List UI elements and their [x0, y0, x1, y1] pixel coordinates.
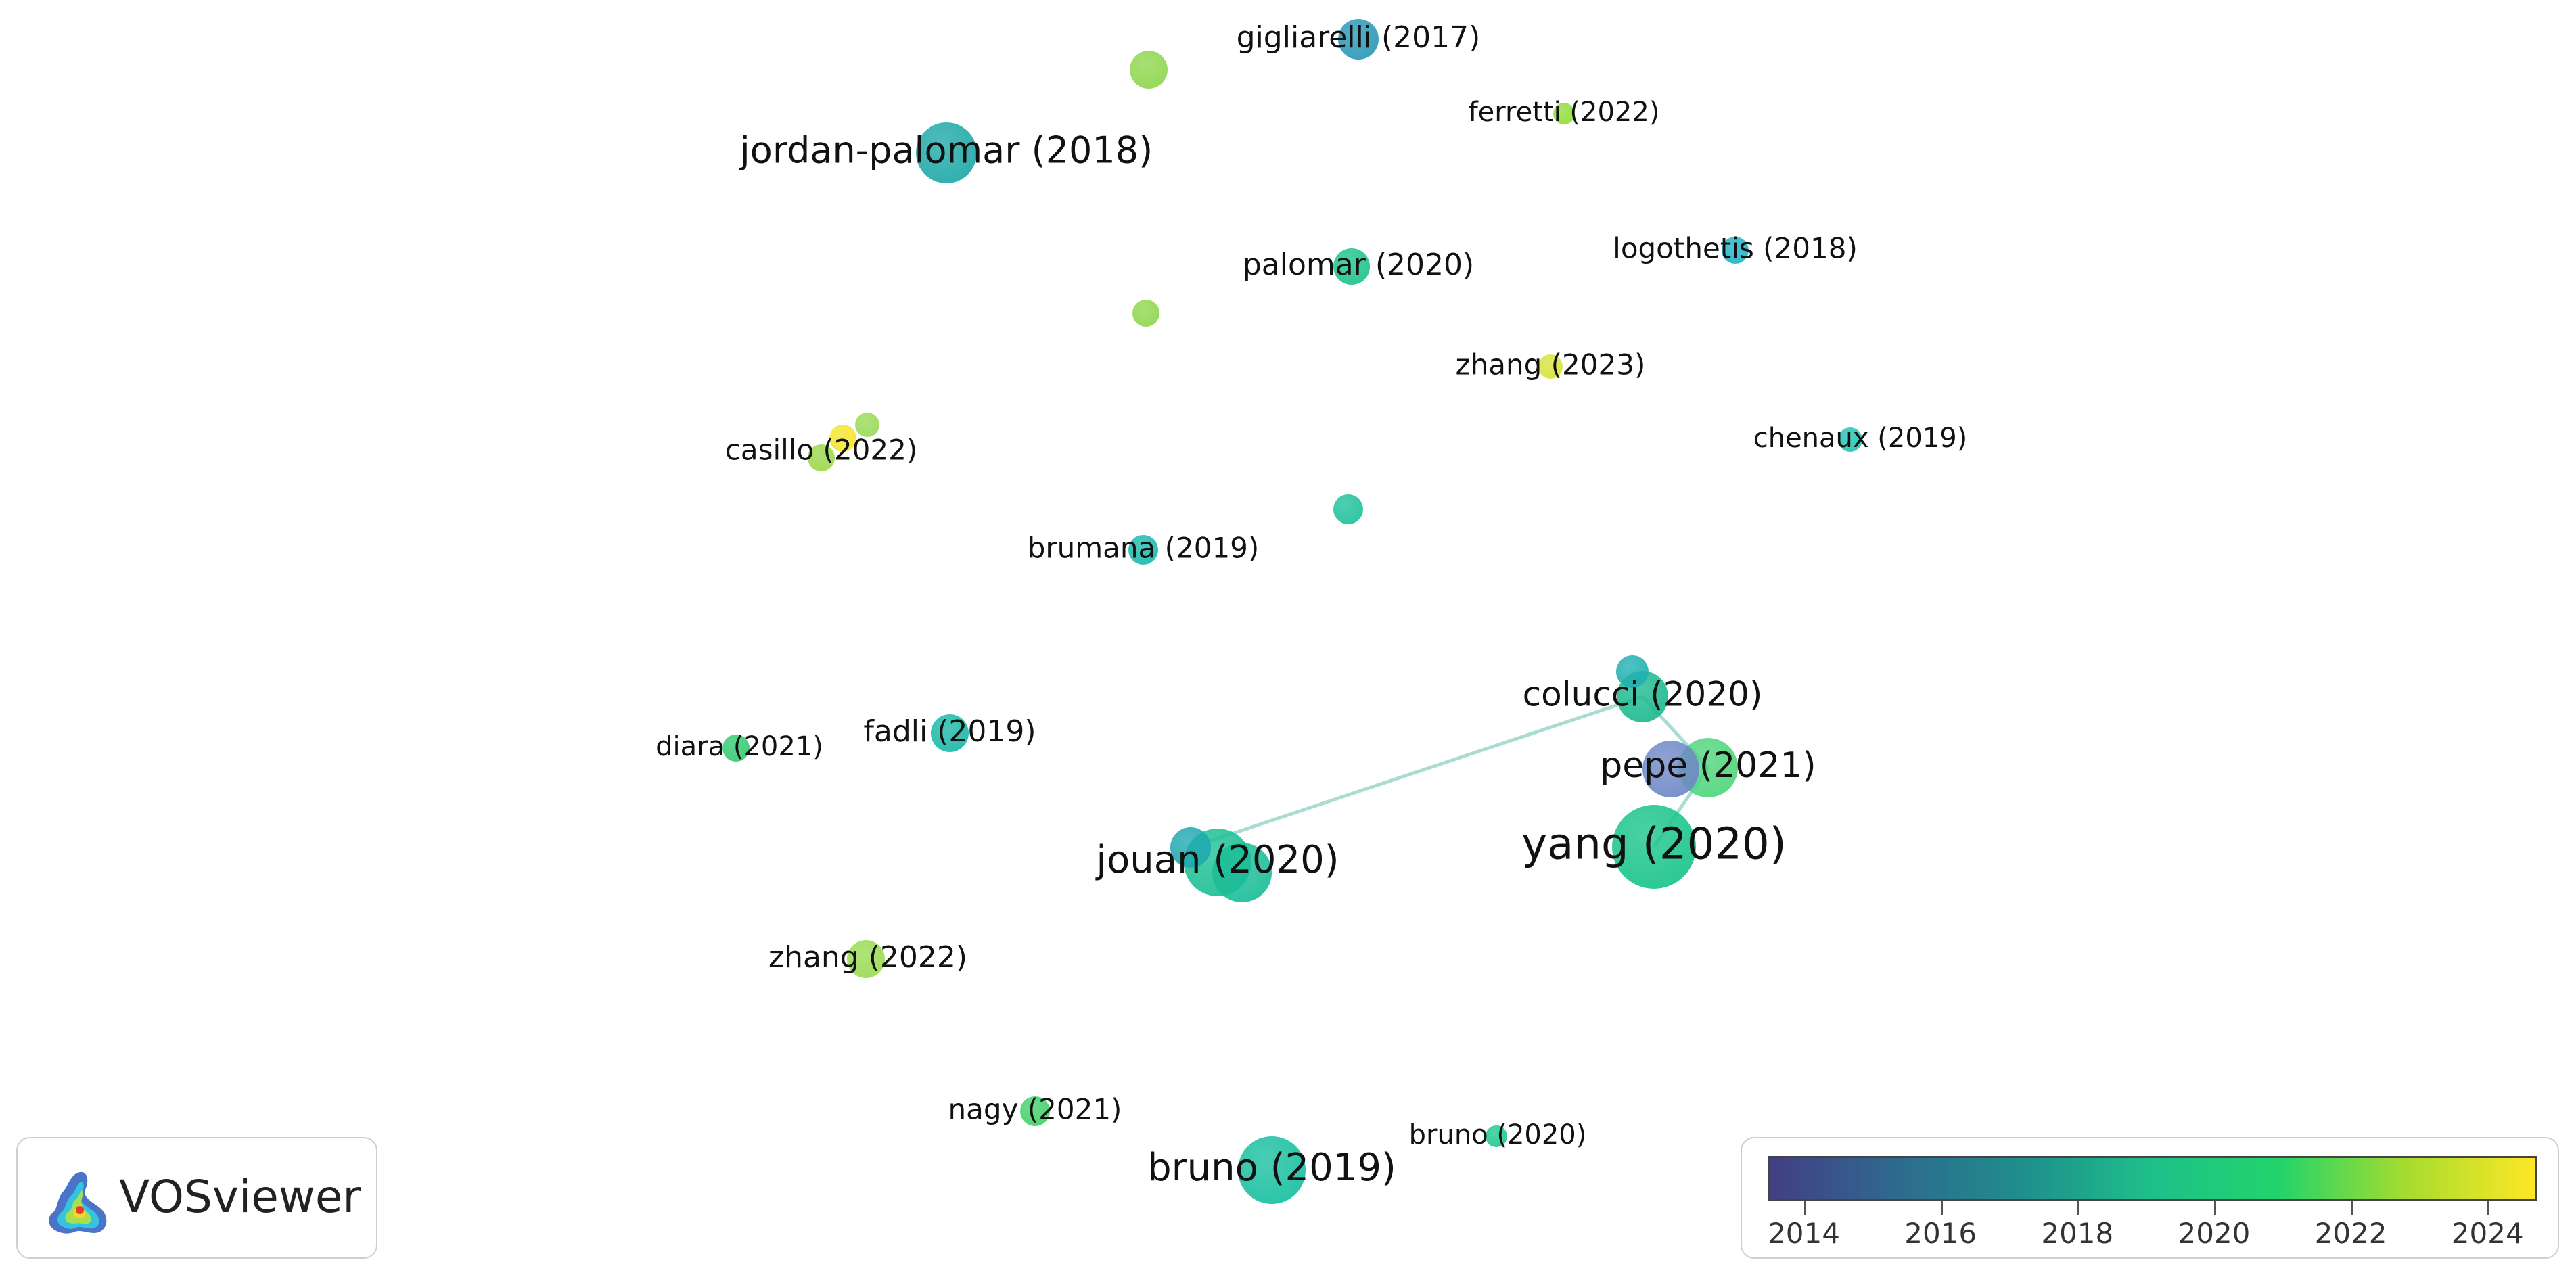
node-circle-bruno-2019[interactable] [1238, 1136, 1306, 1204]
node-label-diara-2021[interactable]: diara (2021) [656, 731, 823, 762]
node-circle-unlabeled-8[interactable] [1616, 655, 1649, 688]
node-circle-zhang-2023[interactable] [1538, 354, 1563, 379]
node-circle-unlabeled-5[interactable] [855, 413, 879, 437]
vosviewer-brand: VOSviewer [16, 1137, 377, 1259]
node-label-zhang-2022[interactable]: zhang (2022) [768, 940, 967, 975]
node-circle-brumana-2019[interactable] [1128, 535, 1158, 565]
node-label-pepe-2021[interactable]: pepe (2021) [1600, 745, 1816, 786]
node-circle-gigliarelli-2017[interactable] [1338, 19, 1379, 60]
legend-tick-mark [2077, 1201, 2079, 1215]
node-circle-logothetis-2018[interactable] [1722, 237, 1749, 264]
legend-tick-mark [2351, 1201, 2353, 1215]
node-label-bruno-2020[interactable]: bruno (2020) [1409, 1119, 1587, 1150]
labels-layer: jordan-palomar (2018) gigliarelli (2017) f… [656, 20, 1967, 1190]
legend-tick-label-2014: 2014 [1768, 1217, 1840, 1250]
node-circle-palomar-2020[interactable] [1333, 248, 1370, 285]
node-label-nagy-2021[interactable]: nagy (2021) [948, 1093, 1122, 1126]
node-circle-ferretti-2022[interactable] [1553, 103, 1575, 124]
node-label-zhang-2023[interactable]: zhang (2023) [1456, 348, 1646, 381]
node-label-bruno-2019[interactable]: bruno (2019) [1147, 1146, 1396, 1190]
vosviewer-logo-icon [49, 1171, 107, 1234]
vosviewer-brand-text: VOSviewer [119, 1171, 361, 1223]
legend-tick-label-2018: 2018 [2041, 1217, 2114, 1250]
legend-gradient-bar [1768, 1156, 2537, 1201]
node-circle-bruno-2020[interactable] [1486, 1125, 1507, 1147]
node-label-ferretti-2022[interactable]: ferretti (2022) [1469, 97, 1660, 128]
node-label-colucci-2020[interactable]: colucci (2020) [1523, 675, 1763, 714]
node-circle-unlabeled-9[interactable] [1212, 843, 1272, 902]
legend-tick-label-2024: 2024 [2451, 1217, 2524, 1250]
legend-tick-label-2016: 2016 [1904, 1217, 1977, 1250]
node-circle-unlabeled-6[interactable] [1642, 741, 1699, 797]
node-label-casillo-2022[interactable]: casillo (2022) [725, 434, 917, 467]
legend-tick-mark [2487, 1201, 2490, 1215]
node-circle-casillo-2022[interactable] [808, 444, 835, 471]
citation-link [1190, 695, 1643, 850]
legend-tick-mark [1803, 1201, 1806, 1215]
node-label-fadli-2019[interactable]: fadli (2019) [863, 714, 1036, 749]
node-circle-zhang-2022[interactable] [847, 940, 885, 978]
node-circle-chenaux-2019[interactable] [1838, 427, 1862, 452]
node-circle-nagy-2021[interactable] [1020, 1096, 1050, 1126]
node-circle-unlabeled-1[interactable] [1130, 51, 1168, 89]
legend-tick-mark [2213, 1201, 2216, 1215]
node-circle-jordan-palomar-2018[interactable] [916, 122, 977, 183]
node-label-brumana-2019[interactable]: brumana (2019) [1028, 532, 1260, 565]
legend-tick-mark [1940, 1201, 1943, 1215]
nodes-layer [722, 19, 1862, 1204]
node-circle-unlabeled-4[interactable] [829, 425, 856, 452]
node-circle-diara-2021[interactable] [722, 735, 750, 762]
node-circle-unlabeled-3[interactable] [1333, 494, 1363, 524]
node-label-palomar-2020[interactable]: palomar (2020) [1243, 248, 1474, 282]
node-label-jouan-2020[interactable]: jouan (2020) [1095, 838, 1339, 882]
node-circle-fadli-2019[interactable] [931, 714, 969, 752]
node-circle-unlabeled-2[interactable] [1132, 300, 1159, 327]
legend-tick-label-2022: 2022 [2314, 1217, 2387, 1250]
legend-tick-label-2020: 2020 [2178, 1217, 2251, 1250]
node-label-yang-2020[interactable]: yang (2020) [1521, 820, 1786, 870]
year-color-legend: 2014 2016 2018 2020 2022 2024 [1741, 1137, 2559, 1259]
node-circle-unlabeled-7[interactable] [1170, 827, 1211, 868]
node-label-gigliarelli-2017[interactable]: gigliarelli (2017) [1237, 20, 1481, 55]
node-circle-yang-2020[interactable] [1612, 805, 1696, 889]
node-label-jordan-palomar-2018[interactable]: jordan-palomar (2018) [739, 129, 1153, 172]
node-label-chenaux-2019[interactable]: chenaux (2019) [1753, 423, 1968, 454]
node-label-logothetis-2018[interactable]: logothetis (2018) [1613, 232, 1858, 265]
